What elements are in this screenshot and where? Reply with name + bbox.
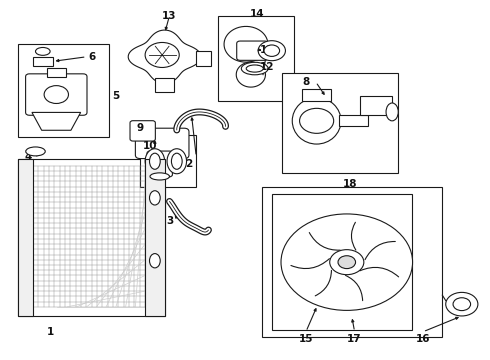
Ellipse shape (35, 48, 50, 55)
FancyArrowPatch shape (315, 270, 331, 296)
Text: 11: 11 (260, 45, 274, 55)
FancyBboxPatch shape (147, 151, 172, 177)
Ellipse shape (167, 149, 187, 174)
Bar (140, 135, 196, 187)
Ellipse shape (386, 103, 398, 121)
Bar (155, 78, 174, 93)
Bar (19, 158, 165, 316)
Circle shape (446, 292, 478, 316)
Bar (33, 57, 52, 66)
Text: 14: 14 (250, 9, 265, 19)
Ellipse shape (145, 149, 165, 174)
Text: 2: 2 (185, 159, 193, 169)
Bar (282, 73, 398, 173)
Circle shape (453, 298, 470, 311)
FancyArrowPatch shape (360, 267, 399, 277)
FancyArrowPatch shape (351, 222, 356, 250)
Text: 9: 9 (137, 123, 144, 133)
Bar (218, 16, 294, 102)
Ellipse shape (149, 253, 160, 268)
Ellipse shape (150, 173, 170, 180)
Circle shape (258, 41, 286, 61)
Text: 6: 6 (88, 52, 95, 62)
FancyBboxPatch shape (237, 41, 268, 60)
Text: 4: 4 (24, 152, 32, 162)
Text: 16: 16 (416, 334, 430, 344)
Text: 12: 12 (260, 63, 274, 72)
Circle shape (145, 42, 179, 67)
Circle shape (44, 86, 69, 103)
Bar (145, 158, 165, 316)
Ellipse shape (26, 147, 45, 156)
Ellipse shape (149, 153, 160, 169)
Bar (272, 194, 413, 330)
Ellipse shape (242, 62, 268, 75)
Text: 7: 7 (175, 162, 183, 172)
FancyArrowPatch shape (345, 275, 363, 301)
Bar (339, 116, 368, 126)
Text: 3: 3 (166, 216, 173, 226)
Bar (196, 51, 211, 66)
Circle shape (338, 256, 356, 269)
Polygon shape (128, 30, 201, 84)
Circle shape (299, 108, 334, 133)
Bar (302, 89, 331, 101)
Bar (361, 96, 392, 116)
Ellipse shape (149, 191, 160, 205)
Text: 10: 10 (143, 141, 157, 151)
FancyArrowPatch shape (309, 233, 340, 250)
Text: 18: 18 (343, 179, 357, 189)
Ellipse shape (292, 98, 341, 144)
Circle shape (281, 214, 413, 310)
FancyArrowPatch shape (291, 258, 329, 269)
Bar (19, 158, 33, 316)
Ellipse shape (172, 153, 182, 169)
Circle shape (264, 45, 280, 57)
Text: 1: 1 (47, 327, 54, 337)
Bar (262, 187, 442, 337)
Circle shape (330, 249, 364, 275)
Text: 5: 5 (112, 91, 120, 101)
Ellipse shape (246, 65, 263, 72)
FancyBboxPatch shape (130, 121, 155, 141)
Text: 13: 13 (162, 11, 177, 21)
Text: 15: 15 (298, 334, 313, 344)
FancyBboxPatch shape (25, 74, 87, 115)
Text: 17: 17 (347, 334, 362, 344)
Bar (47, 68, 66, 77)
Text: 8: 8 (302, 77, 310, 87)
FancyArrowPatch shape (365, 242, 395, 260)
Polygon shape (32, 112, 81, 130)
Bar (19, 44, 109, 137)
FancyBboxPatch shape (135, 128, 189, 158)
